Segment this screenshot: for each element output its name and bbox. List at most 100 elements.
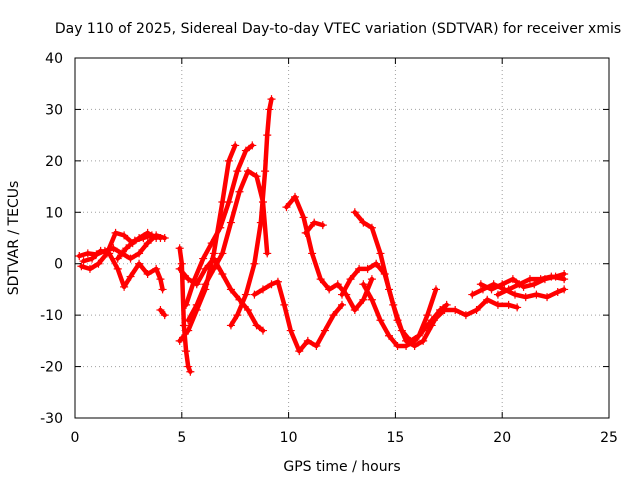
data-point [316, 275, 325, 284]
data-point [267, 280, 276, 289]
data-point [233, 167, 242, 176]
y-tick-label: 30 [45, 102, 63, 118]
data-point [135, 249, 144, 258]
y-tick-label: 20 [45, 154, 63, 170]
data-point [431, 285, 440, 294]
data-point [152, 264, 161, 273]
data-point [372, 259, 381, 268]
series-arc-17 [359, 280, 445, 350]
data-point [265, 105, 274, 114]
data-point [521, 293, 530, 302]
plot-frame [74, 57, 610, 419]
data-point [346, 275, 355, 284]
data-point [235, 187, 244, 196]
data-point [320, 326, 329, 335]
data-point [88, 254, 97, 263]
data-point [367, 275, 376, 284]
data-point [476, 280, 485, 289]
data-point [207, 239, 216, 248]
series-arc-21 [493, 272, 569, 299]
data-point [218, 249, 227, 258]
data-point [209, 264, 218, 273]
y-tick-label: -10 [40, 308, 63, 324]
data-point [359, 280, 368, 289]
data-point [224, 156, 233, 165]
data-point [547, 272, 556, 281]
y-tick-label: -30 [40, 411, 63, 427]
data-point [126, 272, 135, 281]
data-point [218, 270, 227, 278]
data-point [261, 167, 270, 176]
data-point [226, 321, 235, 330]
data-point [384, 331, 393, 340]
data-point [532, 290, 541, 299]
data-point [192, 300, 201, 309]
data-point [160, 311, 169, 320]
data-point [263, 249, 272, 258]
data-point [299, 213, 308, 222]
data-point [329, 311, 338, 320]
data-point [513, 303, 522, 312]
data-point [359, 295, 368, 304]
data-point [79, 257, 88, 266]
data-point [393, 342, 402, 350]
data-point [442, 300, 451, 309]
data-point [120, 282, 129, 291]
series-arc-14 [301, 218, 327, 237]
y-tick-label: 40 [45, 51, 63, 67]
data-point [241, 290, 250, 299]
data-point [338, 300, 346, 309]
data-point [301, 228, 310, 237]
data-point [184, 316, 193, 325]
data-point [226, 218, 235, 227]
data-point [182, 347, 191, 356]
data-point [179, 321, 188, 330]
data-point [282, 203, 291, 212]
data-point [122, 244, 131, 253]
data-point [96, 246, 105, 255]
data-point [75, 252, 84, 260]
series-arc-3 [79, 246, 167, 294]
series-line [81, 248, 165, 292]
data-point [77, 262, 86, 271]
data-point [156, 306, 165, 314]
series-line [177, 143, 238, 344]
series-arc-4 [113, 231, 165, 263]
data-point [286, 326, 295, 335]
data-point [530, 280, 539, 289]
series-line [361, 282, 443, 349]
series-arc-12 [250, 277, 346, 356]
data-point [182, 300, 191, 309]
data-point [135, 259, 144, 268]
data-point [143, 270, 152, 278]
data-point [156, 275, 165, 284]
x-tick-label: 5 [177, 430, 186, 446]
data-point [199, 254, 208, 263]
data-point [504, 285, 513, 294]
data-point [468, 290, 477, 299]
data-point [515, 280, 524, 289]
data-point [359, 218, 368, 227]
data-point [291, 192, 300, 201]
data-point [147, 231, 156, 240]
data-point [184, 362, 193, 371]
data-point [226, 285, 235, 294]
data-point [511, 290, 520, 299]
data-point [273, 277, 282, 286]
data-point [216, 223, 225, 232]
y-tick-label: 10 [45, 205, 63, 221]
data-point [338, 290, 346, 299]
data-point [244, 306, 253, 314]
data-point [94, 259, 103, 268]
data-point [560, 275, 569, 284]
data-point [209, 249, 218, 258]
x-tick-label: 20 [493, 430, 511, 446]
series-arc-18 [429, 295, 522, 325]
data-point [113, 254, 122, 263]
data-point [303, 336, 312, 345]
data-point [85, 264, 94, 273]
chart-title: Day 110 of 2025, Sidereal Day-to-day VTE… [55, 21, 621, 37]
data-point [429, 316, 438, 325]
data-point [186, 367, 195, 376]
data-point [177, 259, 186, 268]
